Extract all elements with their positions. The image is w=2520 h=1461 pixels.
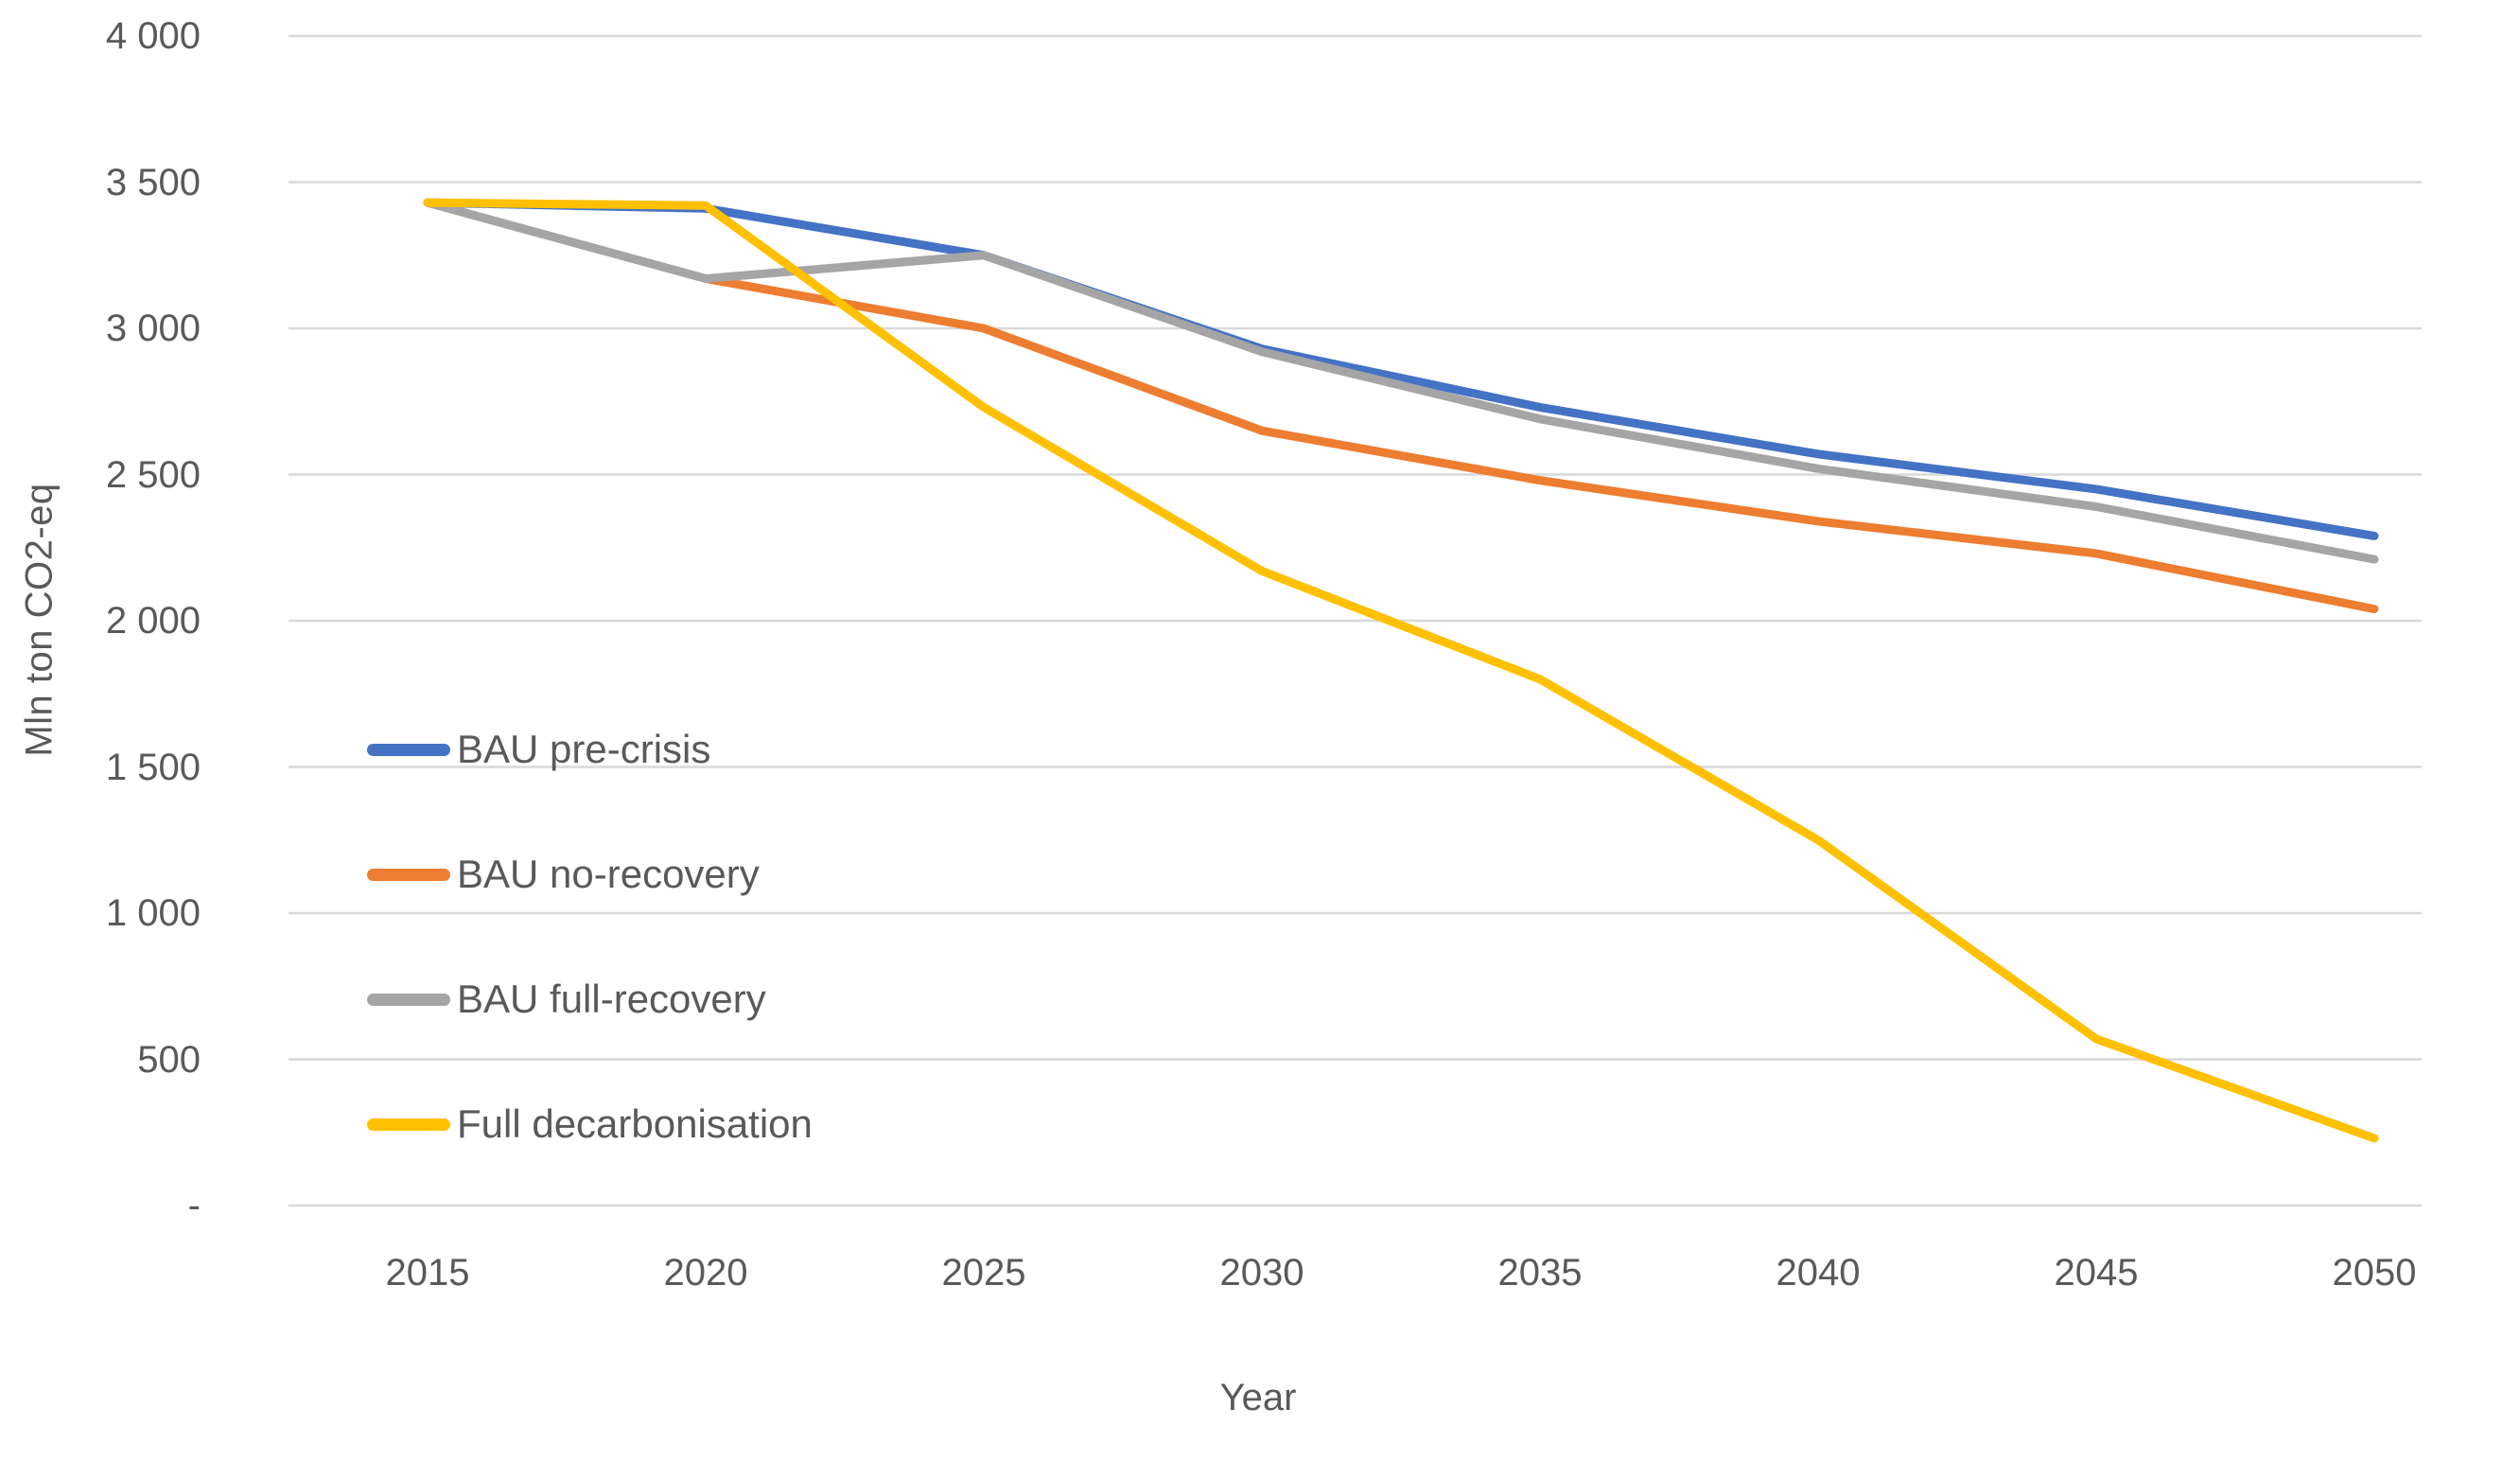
- legend-label: BAU full-recovery: [457, 977, 766, 1021]
- y-tick-label: 2 500: [105, 453, 201, 496]
- y-tick-label: 1 000: [105, 892, 201, 934]
- x-tick-label: 2020: [663, 1252, 748, 1294]
- y-tick-label: 4 000: [105, 15, 201, 57]
- y-tick-label: 3 000: [105, 308, 201, 349]
- y-tick-label: 500: [137, 1038, 201, 1081]
- legend-item-full-decarbonisation: Full decarbonisation: [367, 1098, 813, 1151]
- legend-item-bau-pre-crisis: BAU pre-crisis: [367, 723, 710, 776]
- x-tick-label: 2015: [385, 1252, 470, 1294]
- x-tick-label: 2045: [2054, 1252, 2139, 1294]
- y-tick-label: -: [187, 1185, 201, 1226]
- legend-item-bau-no-recovery: BAU no-recovery: [367, 848, 760, 901]
- legend-swatch-bau-full-recovery: [367, 993, 450, 1006]
- x-tick-label: 2035: [1497, 1252, 1583, 1294]
- series-line-bau-full-recovery: [423, 198, 2379, 564]
- legend-swatch-full-decarbonisation: [367, 1118, 450, 1131]
- legend-swatch-bau-no-recovery: [367, 868, 450, 881]
- series-line-bau-pre-crisis: [423, 198, 2379, 540]
- x-tick-label: 2050: [2332, 1252, 2417, 1294]
- x-tick-label: 2030: [1219, 1252, 1304, 1294]
- x-tick-label: 2040: [1776, 1252, 1861, 1294]
- legend-label: BAU pre-crisis: [457, 727, 711, 771]
- x-tick-label: 2025: [941, 1252, 1026, 1294]
- series-line-bau-no-recovery: [423, 198, 2379, 614]
- y-tick-label: 1 500: [105, 746, 201, 788]
- legend-label: Full decarbonisation: [457, 1101, 813, 1146]
- legend-item-bau-full-recovery: BAU full-recovery: [367, 973, 766, 1026]
- legend-label: BAU no-recovery: [457, 852, 760, 896]
- y-tick-label: 2 000: [105, 600, 201, 642]
- y-tick-label: 3 500: [105, 161, 201, 203]
- series-line-full-decarbonisation: [423, 198, 2379, 1143]
- legend-swatch-bau-pre-crisis: [367, 743, 450, 756]
- x-axis-title: Year: [1219, 1377, 1297, 1418]
